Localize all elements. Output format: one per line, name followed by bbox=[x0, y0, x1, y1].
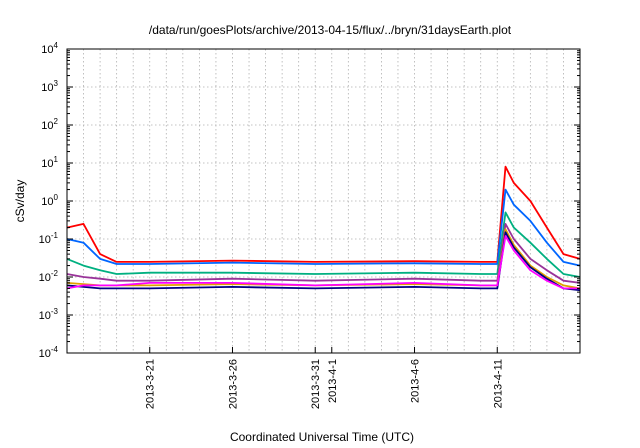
y-tick-label: 10-2 bbox=[39, 269, 59, 284]
series-lines bbox=[66, 165, 581, 292]
y-tick-label: 103 bbox=[41, 79, 58, 94]
x-tick-label: 2013-3-26 bbox=[227, 359, 239, 409]
x-tick-label: 2013-3-31 bbox=[310, 359, 322, 409]
y-axis-label: cSv/day bbox=[13, 180, 27, 223]
y-tick-label: 101 bbox=[41, 155, 58, 170]
series-line-3 bbox=[66, 211, 581, 278]
y-tick-label: 10-3 bbox=[39, 307, 59, 322]
x-tick-label: 2013-4-6 bbox=[410, 359, 422, 403]
chart-title: /data/run/goesPlots/archive/2013-04-15/f… bbox=[149, 23, 512, 37]
y-tick-label: 10-1 bbox=[39, 231, 59, 246]
series-line-4 bbox=[66, 222, 581, 284]
series-line-1 bbox=[66, 165, 581, 263]
x-tick-label: 2013-4-11 bbox=[492, 359, 504, 408]
y-ticks: 10-4 10-3 10-2 10-1 100 101 102 103 104 bbox=[39, 41, 580, 360]
series-line-7 bbox=[66, 235, 580, 290]
x-ticks: 2013-3-21 2013-3-26 2013-3-31 2013-4-1 2013-… bbox=[145, 347, 504, 409]
y-tick-label: 10-4 bbox=[39, 345, 59, 360]
y-tick-label: 100 bbox=[41, 193, 58, 208]
y-tick-label: 104 bbox=[41, 41, 58, 56]
x-tick-label: 2013-3-21 bbox=[145, 359, 157, 409]
x-tick-label: 2013-4-1 bbox=[327, 359, 339, 403]
series-line-2 bbox=[66, 188, 581, 267]
x-axis-label: Coordinated Universal Time (UTC) bbox=[230, 430, 414, 444]
y-tick-label: 102 bbox=[41, 117, 58, 132]
series-line-6 bbox=[66, 231, 581, 292]
